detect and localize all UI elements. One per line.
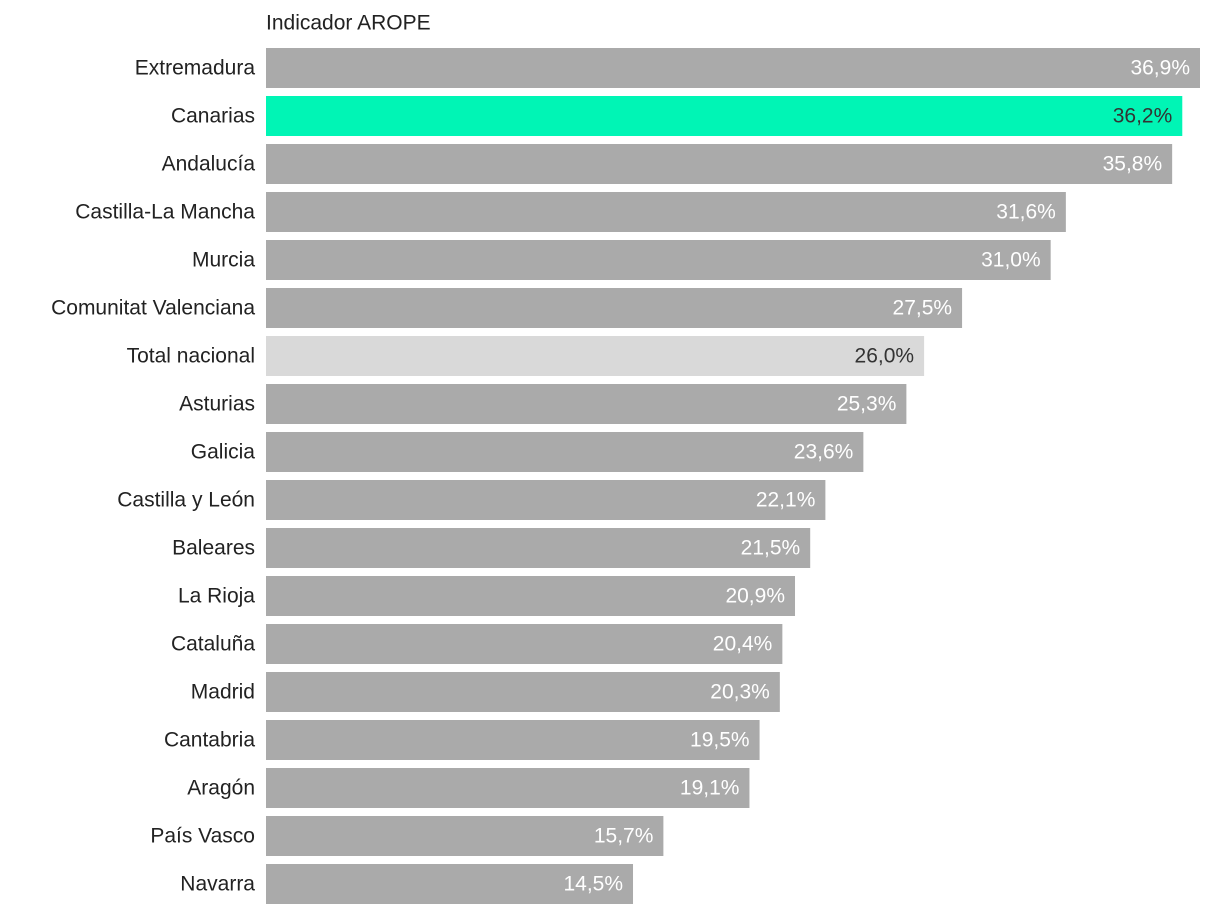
bar	[266, 48, 1200, 88]
category-label: La Rioja	[178, 585, 255, 608]
value-label: 26,0%	[855, 345, 915, 368]
bar	[266, 288, 963, 328]
value-label: 15,7%	[594, 825, 654, 848]
category-label: Castilla-La Mancha	[75, 201, 255, 224]
value-label: 36,9%	[1130, 57, 1190, 80]
bar	[266, 432, 864, 472]
category-label: Asturias	[179, 393, 255, 416]
category-label: Total nacional	[127, 345, 255, 368]
value-label: 20,3%	[710, 681, 770, 704]
category-label: Canarias	[171, 105, 255, 128]
value-label: 21,5%	[741, 537, 801, 560]
bar	[266, 336, 925, 376]
value-label: 31,6%	[996, 201, 1056, 224]
bar	[266, 384, 907, 424]
category-label: Andalucía	[162, 153, 256, 176]
category-label: Cantabria	[164, 729, 255, 752]
category-label: Aragón	[187, 777, 255, 800]
bar	[266, 672, 780, 712]
value-label: 35,8%	[1103, 153, 1163, 176]
value-label: 19,1%	[680, 777, 740, 800]
bar	[266, 144, 1173, 184]
value-label: 25,3%	[837, 393, 897, 416]
bar	[266, 576, 796, 616]
value-label: 23,6%	[794, 441, 854, 464]
category-label: Castilla y León	[117, 489, 255, 512]
bar	[266, 96, 1183, 136]
bar	[266, 528, 811, 568]
bar	[266, 720, 760, 760]
category-label: Cataluña	[171, 633, 255, 656]
category-label: País Vasco	[150, 825, 255, 848]
value-label: 22,1%	[756, 489, 816, 512]
bar	[266, 768, 750, 808]
category-label: Extremadura	[135, 57, 256, 80]
bar	[266, 240, 1051, 280]
chart-title: Indicador AROPE	[266, 12, 431, 35]
category-label: Navarra	[180, 873, 255, 896]
bar	[266, 864, 634, 904]
value-label: 36,2%	[1113, 105, 1173, 128]
value-label: 27,5%	[893, 297, 953, 320]
bar	[266, 624, 783, 664]
value-label: 31,0%	[981, 249, 1041, 272]
value-label: 20,4%	[713, 633, 773, 656]
bar	[266, 192, 1066, 232]
category-label: Madrid	[191, 681, 255, 704]
bar	[266, 816, 664, 856]
value-label: 19,5%	[690, 729, 750, 752]
category-label: Comunitat Valenciana	[51, 297, 255, 320]
value-label: 20,9%	[725, 585, 785, 608]
category-label: Murcia	[192, 249, 255, 272]
bar	[266, 480, 826, 520]
value-label: 14,5%	[563, 873, 623, 896]
category-label: Galicia	[191, 441, 256, 464]
category-label: Baleares	[172, 537, 255, 560]
